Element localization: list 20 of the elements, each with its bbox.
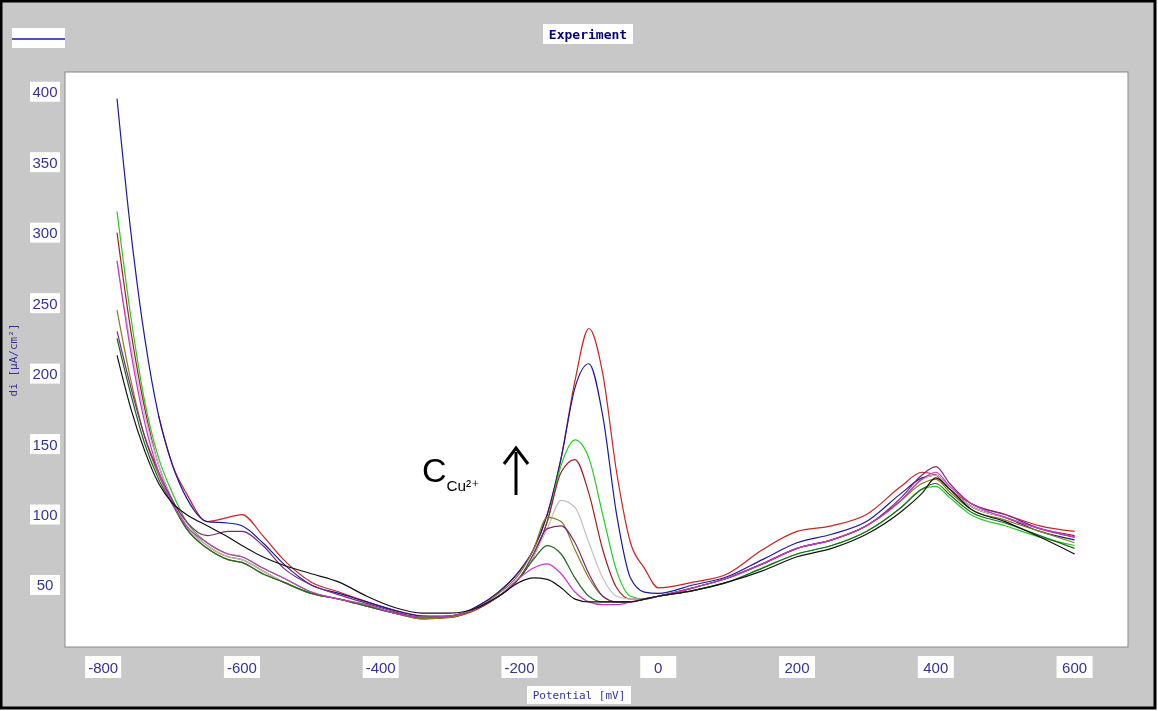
x-tick-label: 0 bbox=[654, 658, 663, 676]
x-tick-label: -800 bbox=[88, 658, 119, 676]
y-tick-label: 350 bbox=[32, 153, 58, 171]
x-tick-label: -600 bbox=[226, 658, 257, 676]
x-tick-label: 600 bbox=[1062, 658, 1088, 676]
x-tick-label: 200 bbox=[784, 658, 810, 676]
y-tick-label: 150 bbox=[32, 435, 58, 453]
x-tick-label: -200 bbox=[504, 658, 535, 676]
y-tick-label: 100 bbox=[32, 506, 58, 524]
x-axis-title: Potential [mV] bbox=[532, 688, 626, 702]
x-tick-label: 400 bbox=[923, 658, 949, 676]
chart-title: Experiment bbox=[548, 26, 628, 42]
y-tick-label: 200 bbox=[32, 365, 58, 383]
y-axis-title: di [μA/cm²] bbox=[6, 323, 20, 397]
y-tick-label: 400 bbox=[32, 83, 58, 101]
x-tick-label: -400 bbox=[365, 658, 396, 676]
y-tick-label: 250 bbox=[32, 294, 58, 312]
y-tick-label: 300 bbox=[32, 224, 58, 242]
y-tick-label: 50 bbox=[36, 576, 54, 594]
annotation: C$_{Cu²⁺}$ bbox=[422, 451, 480, 494]
